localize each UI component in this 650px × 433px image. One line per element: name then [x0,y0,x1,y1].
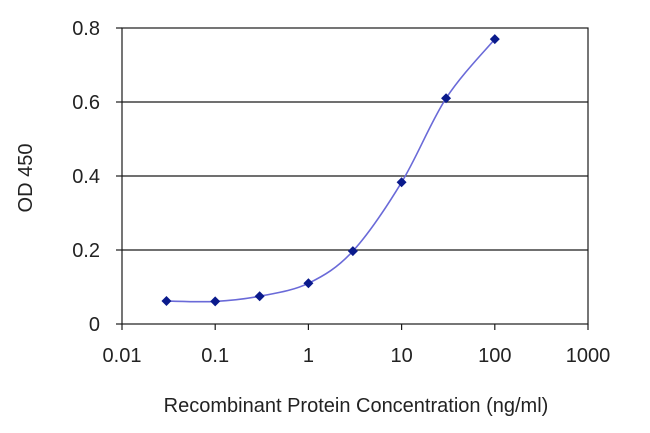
y-tick-label: 0.6 [72,92,100,114]
x-tick-label: 1 [303,345,314,367]
x-tick-label: 0.1 [201,345,229,367]
x-tick-label: 0.01 [103,345,142,367]
y-tick-label: 0.8 [72,18,100,40]
y-axis: 0 0.2 0.4 0.6 0.8 [72,18,122,336]
series-line-0 [166,38,496,303]
data-point-7 [489,34,500,45]
y-tick-label: 0.2 [72,240,100,262]
data-point-1 [210,296,221,307]
x-tick-label: 1000 [566,345,611,367]
data-point-0 [161,296,172,307]
data-point-2 [254,291,265,302]
data-point-4 [347,246,358,257]
x-axis-label: Recombinant Protein Concentration (ng/ml… [164,395,549,417]
data-point-6 [441,93,452,104]
x-tick-label: 100 [478,345,511,367]
y-axis-label: OD 450 [15,144,37,213]
x-tick-label: 10 [390,345,412,367]
series-group [161,34,500,307]
data-point-5 [396,177,407,188]
y-tick-label: 0 [89,314,100,336]
x-axis: 0.01 0.1 1 10 100 1000 [103,324,611,367]
grid-lines [122,101,588,251]
data-point-3 [303,278,314,289]
y-tick-label: 0.4 [72,166,100,188]
